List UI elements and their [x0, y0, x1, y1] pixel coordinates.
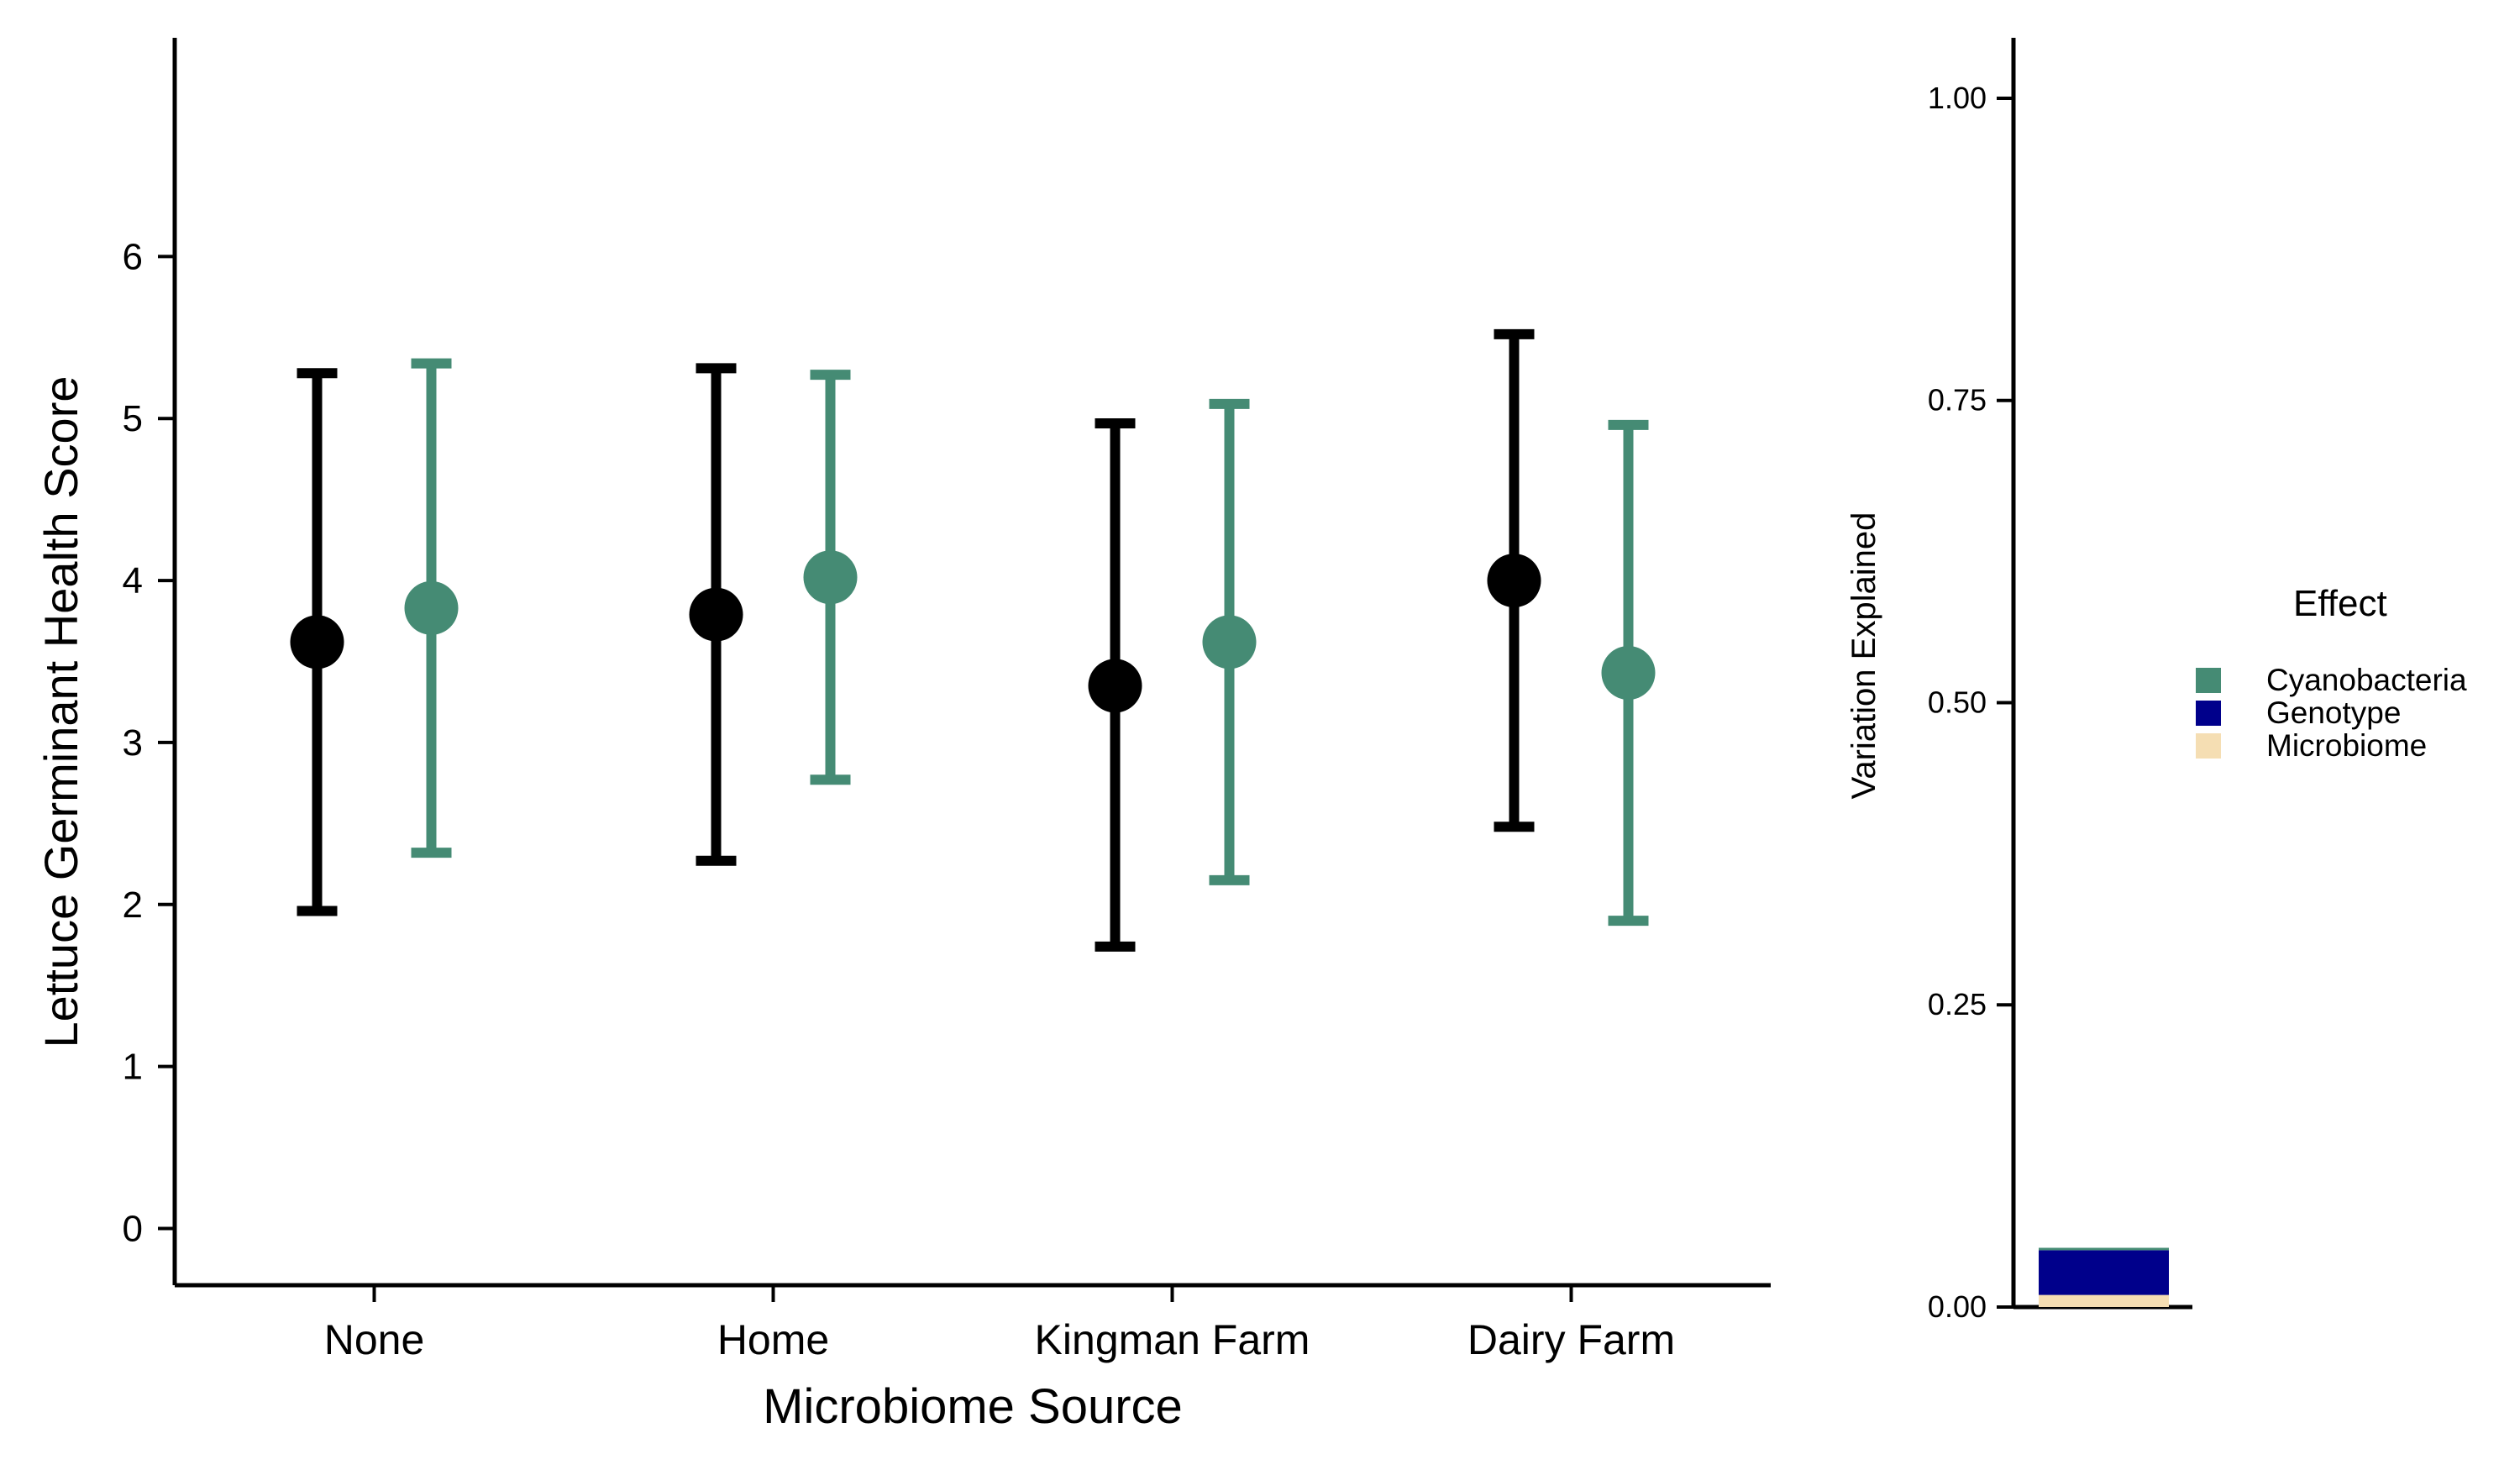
legend-swatch: [2196, 733, 2221, 759]
legend-swatch: [2196, 668, 2221, 693]
legend-label: Cyanobacteria: [2266, 663, 2467, 697]
y-tick-label: 4: [123, 560, 143, 601]
data-point: [1601, 646, 1656, 700]
legend-title: Effect: [2293, 583, 2387, 624]
data-point: [1088, 659, 1142, 713]
data-point: [404, 580, 459, 635]
data-point: [290, 615, 344, 669]
legend-label: Microbiome: [2266, 728, 2427, 763]
stacked-bar-segment: [2039, 1294, 2169, 1307]
y-tick-label: 2: [123, 885, 143, 926]
y-tick-label: 6: [123, 236, 143, 277]
x-axis-label: Microbiome Source: [763, 1379, 1183, 1434]
y-tick-label: 0.50: [1928, 685, 1987, 719]
data-point: [1202, 615, 1257, 669]
data-point: [689, 587, 743, 642]
x-tick-label: Home: [717, 1316, 829, 1363]
data-point: [803, 550, 858, 605]
health-score-panel: 0 1 2 3 4 5 6 None Home Kingman Farm Dairy Farm Mic…: [34, 38, 1771, 1434]
y-tick-label: 3: [123, 722, 143, 764]
y-tick-label: 0.75: [1928, 383, 1987, 417]
legend-swatch: [2196, 701, 2221, 726]
x-tick-label: Dairy Farm: [1467, 1316, 1675, 1363]
data-point: [1487, 554, 1541, 608]
y-tick-label: 0: [123, 1209, 143, 1250]
legend-label: Genotype: [2266, 696, 2401, 730]
variation-explained-panel: 0.00 0.25 0.50 0.75 1.00 Variation Explained E…: [1845, 38, 2467, 1324]
y-tick-label: 0.00: [1928, 1289, 1987, 1324]
y-axis-label: Variation Explained: [1845, 512, 1882, 800]
x-tick-label: None: [324, 1316, 425, 1363]
stacked-bar-segment: [2039, 1250, 2169, 1295]
y-axis-label: Lettuce Germinant Health Score: [34, 376, 87, 1048]
x-tick-label: Kingman Farm: [1035, 1316, 1310, 1363]
stacked-bar-segment: [2039, 1247, 2169, 1251]
y-tick-label: 0.25: [1928, 987, 1987, 1021]
y-tick-label: 1.00: [1928, 81, 1987, 115]
y-tick-label: 1: [123, 1047, 143, 1088]
y-tick-label: 5: [123, 398, 143, 439]
